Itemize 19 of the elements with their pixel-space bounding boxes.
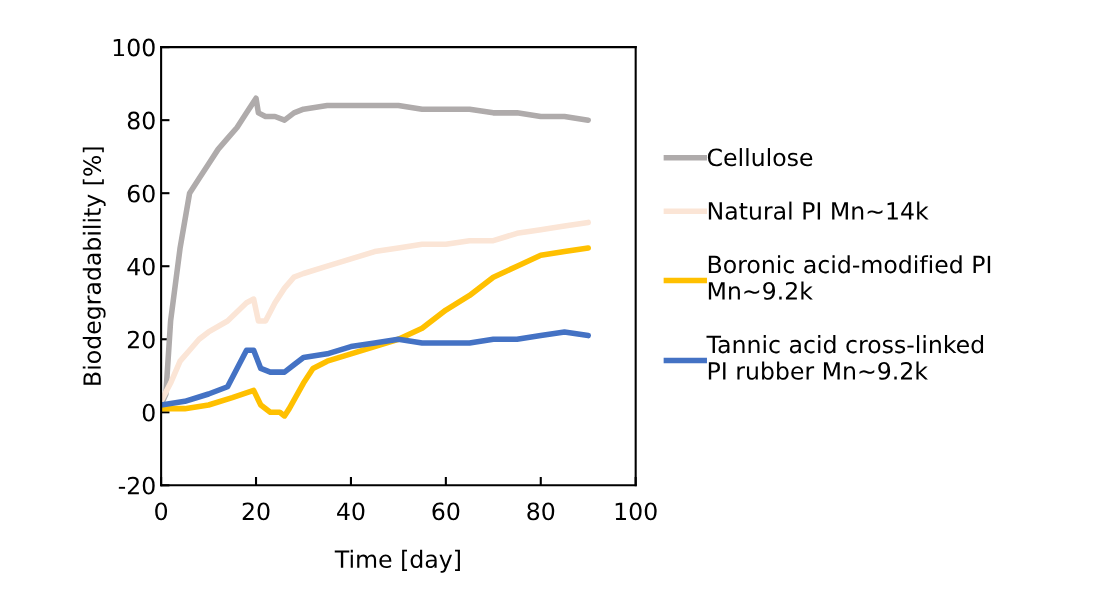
- y-tick-label: 20: [127, 330, 155, 349]
- y-tick-label: 40: [127, 257, 155, 276]
- y-tick-label: 100: [113, 38, 155, 57]
- x-tick-label: 60: [432, 502, 460, 521]
- x-axis-title: Time [day]: [334, 549, 460, 573]
- x-tick-label: 20: [242, 502, 270, 521]
- x-tick-label: 80: [527, 502, 555, 521]
- x-tick-label: 100: [615, 502, 657, 521]
- y-tick-label: 80: [127, 111, 155, 130]
- y-axis-title: Biodegradability [%]: [82, 147, 106, 385]
- legend-label: Cellulose: [707, 148, 813, 167]
- legend-label: Boronic acid-modified PI Mn~9.2k: [708, 255, 991, 300]
- x-tick-label: 0: [155, 502, 168, 521]
- legend-label: Natural PI Mn~14k: [708, 201, 929, 220]
- y-tick-label: 60: [127, 184, 155, 203]
- legend-label: Tannic acid cross-linked PI rubber Mn~9.2k: [706, 335, 984, 380]
- y-tick-label: 0: [142, 403, 155, 422]
- x-tick-label: 40: [337, 502, 365, 521]
- y-tick-label: -20: [118, 476, 155, 495]
